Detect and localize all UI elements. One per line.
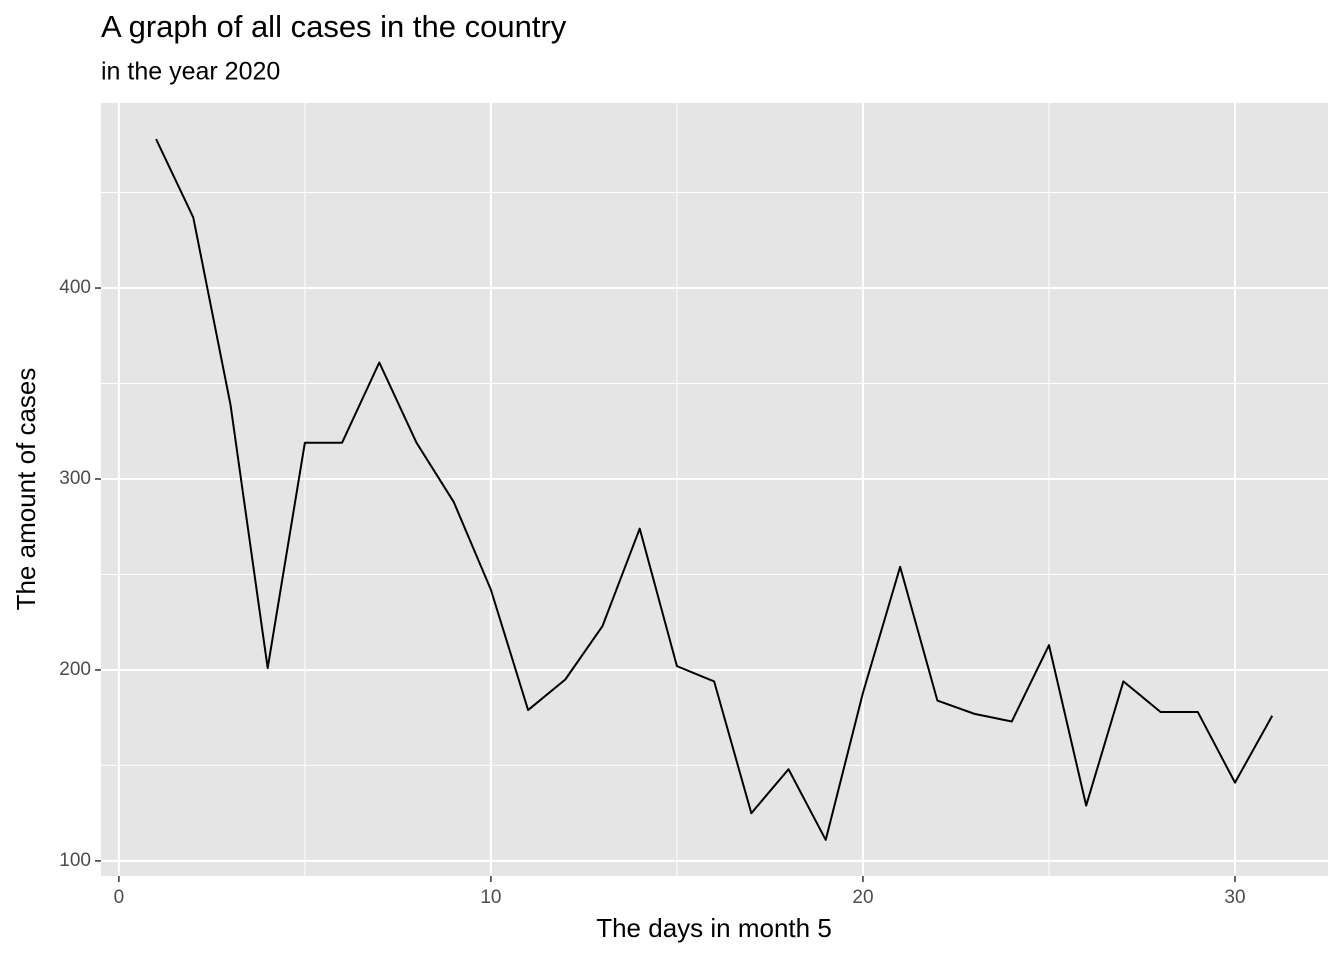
x-tick-label: 10 [480, 887, 501, 908]
y-tick-label: 200 [59, 659, 91, 680]
x-axis-label: The days in month 5 [596, 913, 832, 943]
y-tick-label: 400 [59, 277, 91, 298]
x-tick-label: 0 [114, 887, 125, 908]
x-tick-label: 20 [852, 887, 873, 908]
chart-subtitle: in the year 2020 [101, 58, 280, 86]
plot-panel [101, 103, 1328, 876]
chart-title: A graph of all cases in the country [101, 9, 567, 44]
y-tick-label: 100 [59, 850, 91, 871]
x-tick-label: 30 [1224, 887, 1245, 908]
data-line [155, 138, 1274, 841]
y-axis-label: The amount of cases [11, 368, 41, 611]
y-tick-label: 300 [59, 468, 91, 489]
